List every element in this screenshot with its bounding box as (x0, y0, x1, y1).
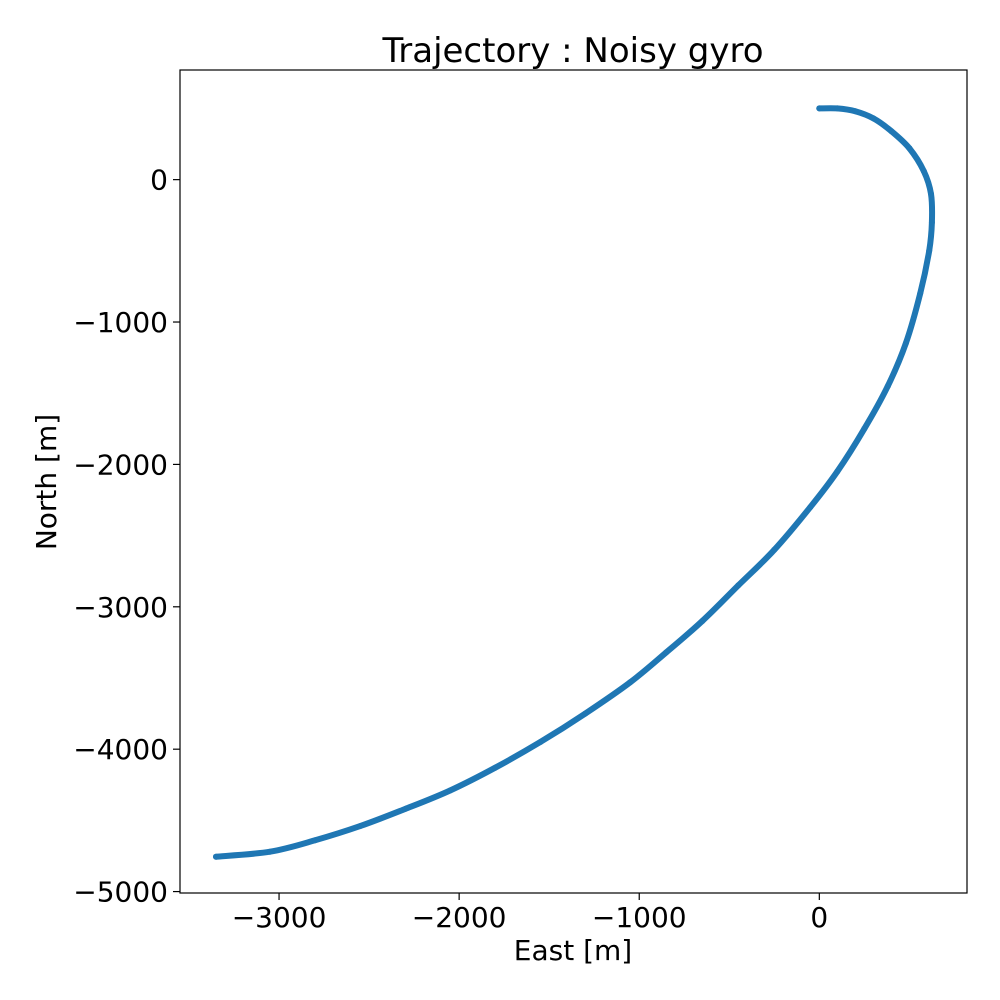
trajectory-point (920, 168, 927, 175)
trajectory-point (928, 190, 934, 197)
trajectory-point (402, 806, 409, 812)
trajectory-point (928, 219, 935, 226)
trajectory-point (834, 105, 841, 112)
trajectory-point (870, 115, 877, 122)
y-tick-label: 0 (150, 164, 168, 197)
chart-title: Trajectory : Noisy gyro (381, 31, 763, 71)
trajectory-point (834, 468, 841, 475)
x-axis-ticks: −3000 −2000 −1000 0 (232, 893, 828, 934)
y-tick-label: −1000 (73, 306, 168, 339)
trajectory-point (582, 710, 589, 717)
x-tick-label: −1000 (592, 901, 687, 934)
trajectory-point (447, 787, 454, 794)
y-tick-label: −5000 (73, 876, 168, 909)
trajectory-point (663, 649, 670, 656)
trajectory-point (537, 739, 544, 746)
trajectory-point (807, 504, 814, 511)
y-tick-label: −3000 (73, 591, 168, 624)
x-tick-label: 0 (810, 901, 828, 934)
trajectory-point (627, 679, 634, 686)
trajectory-point (861, 425, 868, 432)
trajectory-point (917, 290, 924, 297)
trajectory-points (213, 105, 935, 860)
trajectory-point (926, 247, 933, 254)
trajectory-point (816, 105, 823, 112)
trajectory-point (884, 383, 891, 390)
trajectory-point (213, 853, 219, 860)
y-tick-label: −4000 (73, 733, 168, 766)
trajectory-point (902, 340, 909, 347)
x-axis-label: East [m] (514, 934, 632, 967)
trajectory-point (735, 582, 742, 589)
trajectory-point (888, 128, 895, 135)
trajectory-point (699, 618, 706, 624)
trajectory-line (213, 105, 936, 860)
x-tick-label: −2000 (412, 901, 507, 934)
x-tick-label: −3000 (232, 901, 327, 934)
trajectory-point (267, 848, 273, 855)
trajectory-point (771, 546, 778, 553)
trajectory-point (312, 837, 319, 844)
trajectory-point (852, 108, 859, 115)
y-axis-label: North [m] (30, 414, 63, 550)
plot-area-frame (179, 69, 968, 894)
trajectory-point (906, 145, 913, 152)
y-tick-label: −2000 (73, 448, 168, 481)
y-axis-ticks: 0 −1000 −2000 −3000 −4000 −5000 (73, 164, 180, 909)
trajectory-point (492, 764, 499, 771)
trajectory-point (357, 823, 364, 830)
